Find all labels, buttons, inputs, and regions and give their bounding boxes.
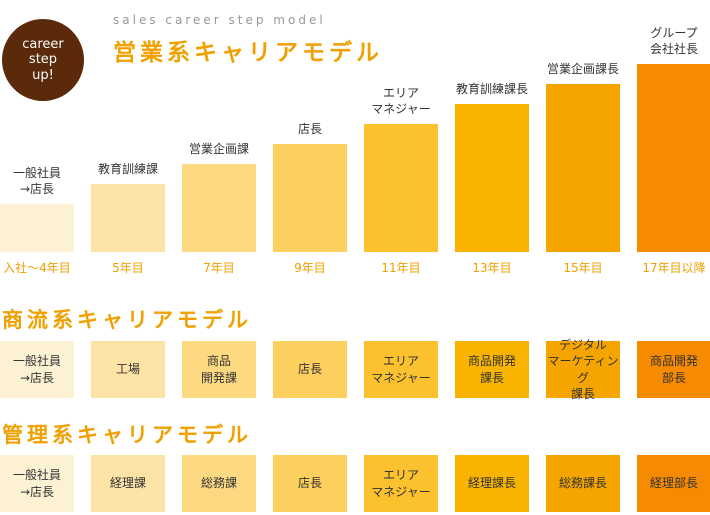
step-label: 総務課長 (558, 476, 607, 491)
step-box: 店長 (273, 341, 347, 398)
step-box: 経理部長 (637, 455, 710, 512)
step-box: 経理課長 (455, 455, 529, 512)
step-box: 一般社員 →店長 (0, 341, 74, 398)
step-box: 一般社員 →店長 (0, 455, 74, 512)
step-box: 経理課 (91, 455, 165, 512)
step-label: 一般社員 →店長 (12, 468, 61, 499)
step-label: グループ 会社社長 (649, 25, 698, 56)
step-label: 商品 開発課 (200, 354, 237, 385)
subtitle: sales career step model (113, 13, 326, 27)
step-label: 工場 (115, 362, 140, 377)
step-label: 店長 (297, 362, 322, 377)
step-bar (637, 64, 710, 252)
step-year: 入社〜4年目 (3, 261, 71, 275)
step-box: 工場 (91, 341, 165, 398)
step-label: 教育訓練課 (97, 161, 158, 176)
step-box: 商品開発 課長 (455, 341, 529, 398)
step-box: 商品開発 部長 (637, 341, 710, 398)
section-title: 管理系キャリアモデル (2, 423, 252, 447)
step-year: 11年目 (381, 261, 421, 275)
step-year: 7年目 (203, 261, 235, 275)
step-label: 経理部長 (649, 476, 698, 491)
step-label: エリア マネジャー (371, 468, 431, 499)
step-bar (364, 124, 438, 252)
step-label: 営業企画課長 (546, 61, 619, 76)
step-bar (182, 164, 256, 252)
step-label: 商品開発 部長 (649, 354, 698, 385)
step-box: 総務課長 (546, 455, 620, 512)
section-title: 商流系キャリアモデル (2, 308, 252, 332)
step-label: 店長 (297, 476, 322, 491)
step-box: 総務課 (182, 455, 256, 512)
section-title: 営業系キャリアモデル (113, 40, 383, 66)
step-box: エリア マネジャー (364, 341, 438, 398)
step-year: 5年目 (112, 261, 144, 275)
step-year: 13年目 (472, 261, 512, 275)
step-year: 15年目 (563, 261, 603, 275)
step-label: 経理課 (109, 476, 146, 491)
step-bar (273, 144, 347, 252)
step-label: デジタル マーケティング 課長 (547, 338, 619, 401)
step-label: 商品開発 課長 (467, 354, 516, 385)
step-bar (91, 184, 165, 252)
step-bar (546, 84, 620, 252)
step-label: 一般社員 →店長 (12, 354, 61, 385)
step-label: 店長 (297, 121, 322, 136)
step-box: デジタル マーケティング 課長 (546, 338, 620, 401)
badge: career step up! (2, 19, 84, 101)
step-box: エリア マネジャー (364, 455, 438, 512)
step-label: エリア マネジャー (371, 354, 431, 385)
badge-text: career step up! (22, 36, 64, 83)
step-box: 店長 (273, 455, 347, 512)
step-year: 17年目以降 (642, 261, 706, 275)
step-bar (455, 104, 529, 252)
step-box: 商品 開発課 (182, 341, 256, 398)
step-label: 営業企画課 (188, 141, 249, 156)
step-label: 教育訓練課長 (455, 81, 528, 96)
step-year: 9年目 (294, 261, 326, 275)
step-bar (0, 204, 74, 252)
step-label: 総務課 (200, 476, 237, 491)
step-label: エリア マネジャー (371, 85, 431, 116)
step-label: 経理課長 (467, 476, 516, 491)
step-label: 一般社員 →店長 (12, 165, 61, 196)
